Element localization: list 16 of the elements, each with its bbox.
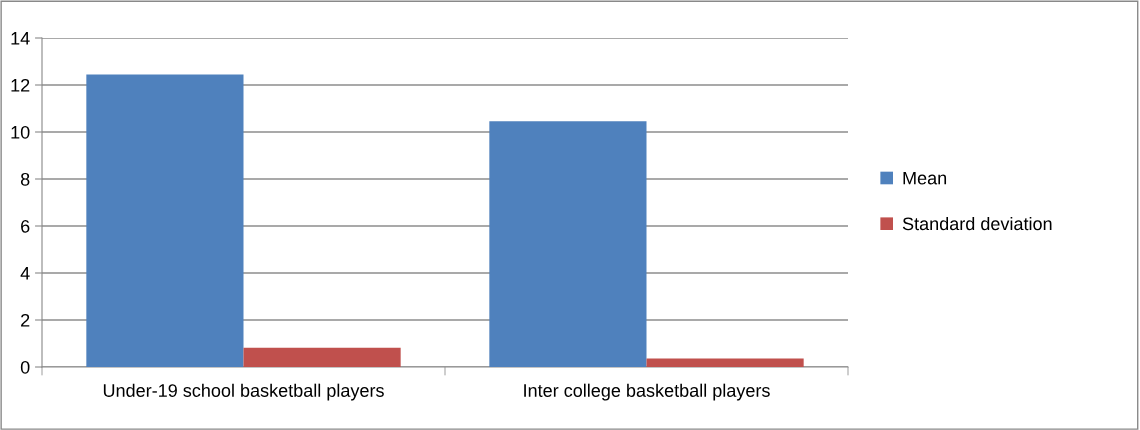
y-tick-label: 2 [21, 313, 30, 327]
y-tick-label: 8 [20, 172, 30, 186]
x-tick-label: Inter college basketball players [524, 383, 770, 401]
legend-label: Mean [903, 171, 947, 185]
y-tick-label: 12 [11, 78, 30, 92]
y-tick-label: 14 [11, 32, 30, 45]
y-tick-label: 10 [11, 125, 30, 139]
y-tick-label: 6 [21, 219, 30, 233]
bar [86, 74, 244, 367]
bar [646, 358, 804, 367]
bar [489, 121, 647, 367]
y-tick-label: 4 [20, 267, 30, 280]
bar [243, 347, 401, 367]
x-tick-label: Under-19 school basketball players [103, 383, 384, 401]
y-tick-label: 0 [20, 360, 30, 374]
legend-label: Standard deviation [902, 216, 1052, 231]
